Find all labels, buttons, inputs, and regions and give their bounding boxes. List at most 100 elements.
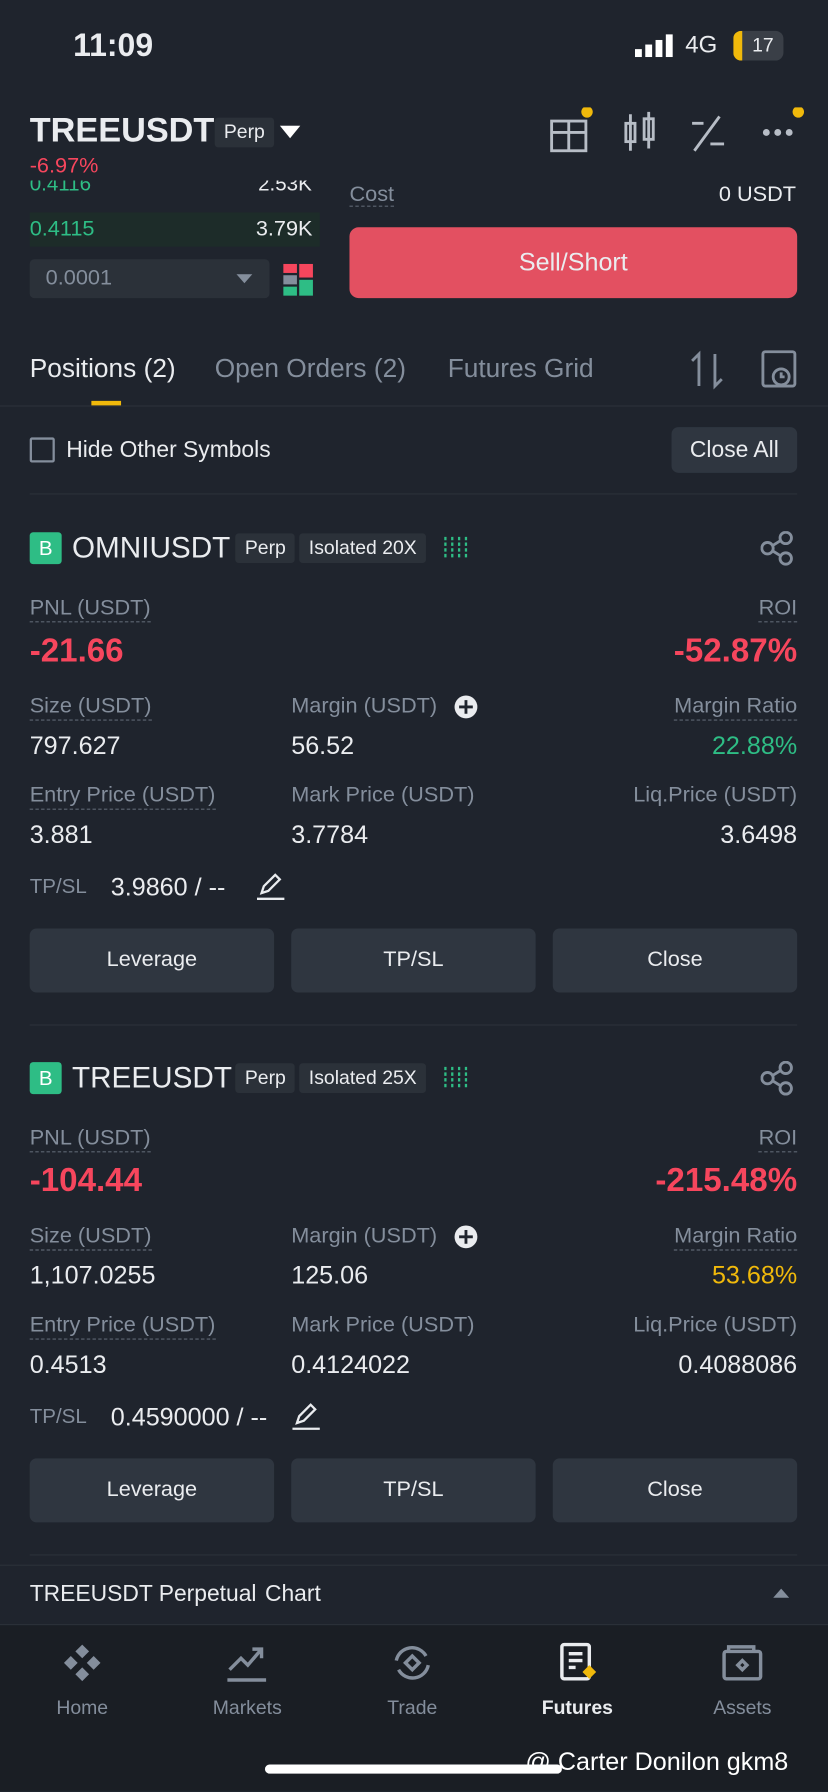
ratio-label: Margin Ratio	[674, 694, 798, 721]
tab[interactable]: Futures Grid	[447, 352, 594, 383]
home-indicator	[264, 1764, 562, 1774]
nav-label[interactable]: Assets	[713, 1697, 772, 1719]
mark-value: 3.7784	[291, 820, 369, 849]
nav-icon[interactable]	[226, 1642, 570, 1790]
book-layout-icon[interactable]	[283, 263, 315, 296]
tab-active[interactable]: Positions (2)	[29, 352, 176, 383]
edit-icon[interactable]	[292, 1402, 636, 1573]
cost-value: 0 USDT	[718, 182, 797, 206]
cost-label: Cost	[349, 182, 395, 207]
mode-tag: Isolated 25X	[299, 1063, 426, 1093]
liq-label: Liq.Price (USDT)	[633, 783, 798, 808]
position-button[interactable]: Close	[552, 1458, 798, 1523]
nav-label[interactable]: Markets	[212, 1697, 282, 1719]
mode-tag: Isolated 20X	[299, 533, 426, 564]
nav-icon[interactable]	[722, 1642, 828, 1790]
pnl-value: -21.66	[29, 632, 124, 670]
size-value: 797.627	[29, 730, 121, 760]
book-price: 0.4115	[29, 216, 95, 241]
type-tag: Perp	[235, 1063, 296, 1093]
network: 4G	[685, 31, 718, 59]
edit-icon[interactable]	[256, 873, 600, 1044]
nav-label[interactable]: Trade	[387, 1697, 438, 1719]
nav-label[interactable]: Futures	[541, 1697, 613, 1719]
checkbox[interactable]	[29, 437, 55, 463]
sell-short-button[interactable]: Sell/Short	[349, 227, 798, 299]
position-button[interactable]: TP/SL	[291, 928, 536, 993]
status-time: 11:09	[73, 27, 154, 63]
book-qty: 2.53K	[258, 180, 312, 196]
book-qty: 3.79K	[255, 216, 313, 241]
entry-value: 3.881	[29, 820, 93, 849]
perp-badge: Perp	[214, 117, 275, 148]
roi-label: ROI	[758, 596, 798, 623]
add-margin-icon[interactable]	[453, 1224, 796, 1395]
margin-label: Margin (USDT)	[291, 1224, 438, 1249]
ratio-value: 53.68%	[711, 1260, 798, 1290]
strength-icon	[444, 536, 468, 560]
type-tag: Perp	[235, 533, 296, 564]
position-button[interactable]: Leverage	[29, 1458, 275, 1523]
change: -6.97%	[29, 154, 99, 179]
entry-value: 0.4513	[29, 1349, 107, 1379]
book-price: 0.4116	[29, 180, 92, 196]
margin-label: Margin (USDT)	[291, 694, 438, 719]
close-all-button[interactable]: Close All	[671, 427, 798, 473]
nav-bar	[0, 1624, 828, 1791]
share-icon[interactable]	[760, 1060, 828, 1232]
nav-icon[interactable]	[392, 1642, 735, 1790]
dropdown-icon[interactable]	[279, 125, 301, 140]
liq-label: Liq.Price (USDT)	[633, 1313, 798, 1338]
mark-label: Mark Price (USDT)	[291, 1313, 475, 1338]
pnl-value: -104.44	[29, 1162, 143, 1200]
roi-value: -215.48%	[655, 1162, 798, 1200]
signal-icon	[634, 34, 673, 58]
ratio-label: Margin Ratio	[674, 1224, 798, 1251]
roi-value: -52.87%	[673, 632, 798, 670]
header-icons[interactable]	[546, 107, 809, 157]
pnl-label: PNL (USDT)	[29, 1126, 151, 1153]
margin-value: 125.06	[291, 1260, 369, 1290]
collapse-icon[interactable]	[773, 1588, 790, 1599]
tab-indicator	[91, 400, 122, 406]
liq-value: 0.4088086	[678, 1349, 798, 1379]
step-arrow	[236, 274, 253, 284]
position-button[interactable]: TP/SL	[291, 1458, 536, 1523]
mark-label: Mark Price (USDT)	[291, 783, 475, 808]
nav-icon[interactable]	[62, 1642, 405, 1790]
add-margin-icon[interactable]	[453, 694, 796, 865]
position-symbol: TREEUSDT	[71, 1059, 232, 1095]
mark-value: 0.4124022	[291, 1349, 411, 1379]
side-badge: B	[29, 1062, 62, 1095]
size-value: 1,107.0255	[29, 1260, 156, 1290]
chart-bar-label[interactable]: TREEUSDT Perpetual	[29, 1581, 257, 1607]
chart-bar-link[interactable]: Chart	[264, 1581, 321, 1607]
pnl-label: PNL (USDT)	[29, 596, 151, 623]
nav-label[interactable]: Home	[56, 1697, 109, 1719]
entry-label: Entry Price (USDT)	[29, 783, 216, 810]
position-symbol: OMNIUSDT	[71, 529, 231, 565]
roi-label: ROI	[758, 1126, 798, 1153]
size-label: Size (USDT)	[29, 694, 152, 721]
side-badge: B	[29, 532, 62, 565]
tpsl-label: TP/SL	[29, 874, 87, 898]
tpsl-label: TP/SL	[29, 1404, 87, 1428]
ratio-value: 22.88%	[711, 730, 798, 760]
symbol[interactable]: TREEUSDT	[29, 111, 215, 150]
margin-value: 56.52	[291, 730, 355, 760]
tab[interactable]: Open Orders (2)	[214, 352, 406, 383]
share-icon[interactable]	[760, 531, 828, 702]
tpsl-value: 0.4590000 / --	[110, 1402, 268, 1432]
entry-label: Entry Price (USDT)	[29, 1313, 216, 1340]
tpsl-value: 3.9860 / --	[110, 872, 226, 902]
divider	[29, 1024, 798, 1026]
battery: 17	[733, 30, 784, 61]
nav-icon[interactable]	[557, 1642, 828, 1790]
position-button[interactable]: Leverage	[29, 928, 275, 993]
step-select[interactable]: 0.0001	[29, 259, 270, 299]
tab-icons[interactable]	[690, 349, 800, 390]
liq-value: 3.6498	[720, 820, 798, 849]
position-button[interactable]: Close	[552, 928, 798, 993]
filter-label: Hide Other Symbols	[66, 437, 271, 463]
